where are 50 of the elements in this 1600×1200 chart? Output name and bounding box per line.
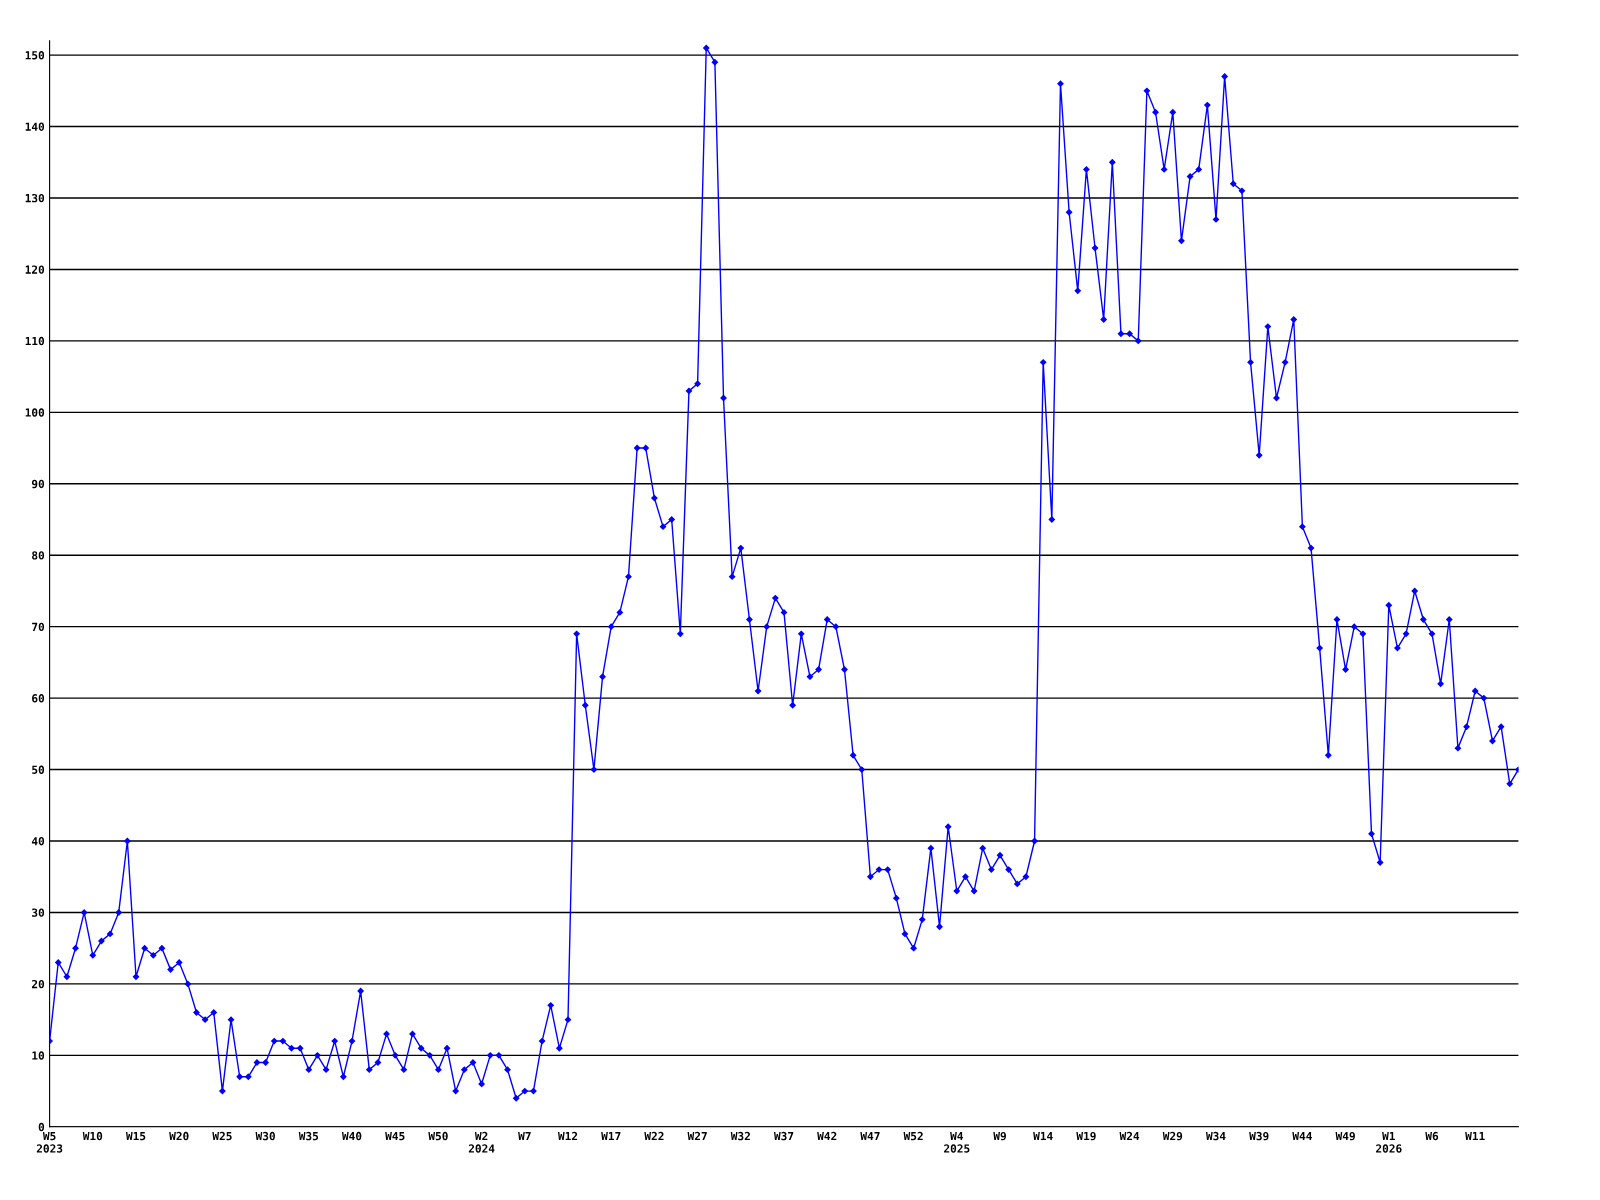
x-tick-label: W10 xyxy=(82,1131,103,1141)
x-tick-label: W44 xyxy=(1292,1132,1312,1141)
y-tick-label: 100 xyxy=(25,408,45,417)
x-tick-label: W35 xyxy=(298,1131,319,1141)
y-tick-label: 90 xyxy=(31,479,45,489)
y-tick-label: 70 xyxy=(32,622,45,632)
x-tick-label: W30 xyxy=(255,1131,275,1141)
x-tick-label: W5 2023 xyxy=(36,1132,63,1153)
y-tick-label: 40 xyxy=(31,836,45,846)
x-tick-label: W34 xyxy=(1205,1131,1226,1141)
x-tick-label: W42 xyxy=(817,1131,837,1141)
x-tick-label: W49 xyxy=(1335,1131,1355,1141)
x-tick-label: W32 xyxy=(730,1131,750,1141)
y-tick-label: 120 xyxy=(25,265,45,274)
y-tick-label: 110 xyxy=(25,336,45,346)
y-tick-label: 10 xyxy=(32,1051,45,1060)
x-tick-label: W2 2024 xyxy=(468,1131,495,1153)
x-tick-label: W12 xyxy=(557,1131,578,1141)
y-tick-label: 20 xyxy=(31,979,45,989)
y-tick-label: 50 xyxy=(32,765,45,774)
x-tick-label: W40 xyxy=(341,1131,362,1141)
y-tick-label: 0 xyxy=(38,1122,45,1132)
x-tick-label: W15 xyxy=(125,1132,146,1141)
x-tick-label: W37 xyxy=(773,1131,794,1141)
x-tick-label: W11 xyxy=(1465,1132,1485,1141)
x-tick-label: W39 xyxy=(1249,1131,1269,1141)
x-tick-label: W27 xyxy=(687,1131,707,1141)
x-tick-label: W1 2026 xyxy=(1376,1132,1402,1153)
x-tick-label: W17 xyxy=(601,1132,621,1141)
x-tick-label: W47 xyxy=(860,1132,880,1141)
x-tick-label: W14 xyxy=(1033,1132,1053,1141)
x-tick-label: W20 xyxy=(169,1131,189,1141)
y-tick-label: 80 xyxy=(32,551,45,560)
y-tick-label: 30 xyxy=(32,908,45,917)
x-tick-label: W7 xyxy=(518,1132,531,1141)
y-tick-label: 130 xyxy=(25,193,45,203)
x-tick-label: W52 xyxy=(903,1131,923,1141)
x-tick-label: W9 xyxy=(993,1131,1006,1141)
x-tick-label: W50 xyxy=(428,1131,448,1141)
x-tick-label: W22 xyxy=(644,1131,664,1141)
x-tick-label: W45 xyxy=(385,1132,405,1141)
y-tick-label: 140 xyxy=(25,122,45,131)
x-tick-label: W24 xyxy=(1119,1131,1140,1141)
x-tick-label: W29 xyxy=(1162,1131,1183,1141)
x-tick-label: W6 xyxy=(1425,1131,1439,1141)
y-tick-label: 150 xyxy=(25,51,45,60)
x-tick-label: W25 xyxy=(212,1131,232,1141)
x-tick-label: W19 xyxy=(1076,1131,1096,1141)
x-tick-label: W4 2025 xyxy=(944,1132,970,1153)
y-tick-label: 60 xyxy=(32,694,45,703)
